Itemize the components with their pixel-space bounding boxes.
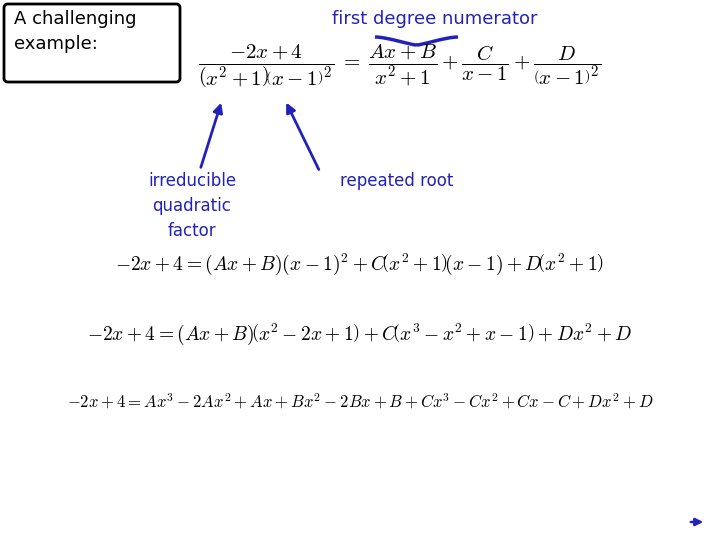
Text: $\dfrac{-2x+4}{\left(x^{2}+1\right)\!\left(x-1\right)^{2}}$$\;=\;\dfrac{Ax+B}{x^: $\dfrac{-2x+4}{\left(x^{2}+1\right)\!\le…	[199, 42, 602, 90]
Text: $-2x+4=Ax^{3}-2Ax^{2}+Ax+Bx^{2}-2Bx+B+Cx^{3}-Cx^{2}+Cx-C+Dx^{2}+D$: $-2x+4=Ax^{3}-2Ax^{2}+Ax+Bx^{2}-2Bx+B+Cx…	[67, 392, 653, 411]
Text: first degree numerator: first degree numerator	[332, 10, 538, 28]
Text: $-2x+4=(Ax+B)(x-1)^{2}+C\!\left(x^{2}+1\right)\!(x-1)+D\!\left(x^{2}+1\right)$: $-2x+4=(Ax+B)(x-1)^{2}+C\!\left(x^{2}+1\…	[115, 252, 605, 278]
Text: irreducible
quadratic
factor: irreducible quadratic factor	[148, 172, 236, 240]
Text: $-2x+4=(Ax+B)\!\left(x^{2}-2x+1\right)+C\!\left(x^{3}-x^{2}+x-1\right)+Dx^{2}+D$: $-2x+4=(Ax+B)\!\left(x^{2}-2x+1\right)+C…	[87, 322, 633, 347]
Text: A challenging
example:: A challenging example:	[14, 10, 137, 53]
FancyBboxPatch shape	[4, 4, 180, 82]
Text: repeated root: repeated root	[340, 172, 454, 190]
